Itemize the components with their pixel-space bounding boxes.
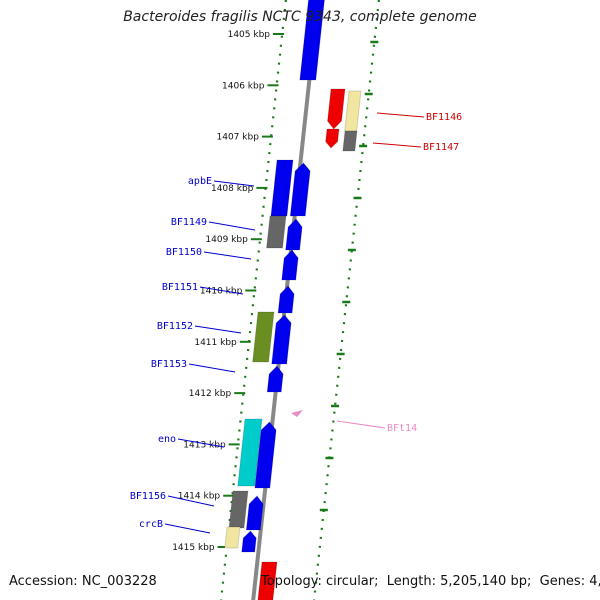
gene-label-eno: eno: [158, 434, 176, 445]
gene-feature: [252, 311, 275, 363]
scale-label: 1411 kbp: [194, 338, 237, 348]
gene-label-leader: [213, 180, 255, 187]
gene-label-leader: [336, 420, 386, 429]
gene-label-bf1150: BF1150: [166, 247, 202, 258]
gene-label-bf1152: BF1152: [157, 321, 193, 332]
gene-label-leader: [188, 363, 236, 373]
gene-feature: [325, 128, 340, 149]
gene-label-leader: [167, 495, 215, 507]
scale-track-inner: [219, 0, 287, 600]
gene-label-bf1146: BF1146: [426, 112, 462, 123]
gene-feature: [241, 530, 257, 553]
gene-feature: [257, 561, 278, 600]
gene-feature: [281, 249, 299, 281]
scale-label: 1406 kbp: [222, 81, 265, 91]
gene-label-leader: [203, 251, 252, 260]
gene-label-leader: [164, 523, 211, 534]
genes-value: 4,276: [589, 574, 600, 589]
gene-label-bf1156: BF1156: [130, 491, 166, 502]
accession-info: Accession: NC_003228: [9, 574, 157, 589]
gene-label-bft14: BFt14: [387, 423, 417, 434]
gene-feature: [289, 162, 311, 217]
scale-label: 1415 kbp: [172, 543, 215, 553]
map-title: Bacteroides fragilis NCTC 9343, complete…: [123, 9, 477, 25]
gene-feature: [254, 421, 277, 489]
gene-label-bf1147: BF1147: [423, 142, 459, 153]
scale-label: 1407 kbp: [217, 133, 260, 143]
gene-feature: [224, 526, 241, 549]
gene-feature: [327, 88, 346, 130]
scale-label: 1405 kbp: [228, 30, 271, 40]
gene-label-leader: [208, 221, 256, 231]
accession-label: Accession:: [9, 574, 78, 589]
scale-label: 1409 kbp: [205, 235, 248, 245]
gene-feature: [228, 490, 249, 529]
gene-label-bf1151: BF1151: [162, 282, 198, 293]
gene-feature: [270, 159, 294, 217]
gene-feature: [299, 0, 325, 81]
topology-label: Topology:: [261, 574, 322, 589]
gene-label-bf1149: BF1149: [171, 217, 207, 228]
gene-label-leader: [194, 325, 242, 334]
gene-label-crcb: crcB: [139, 519, 163, 530]
gene-feature: [266, 365, 284, 393]
scale-label: 1410 kbp: [200, 287, 243, 297]
length-value: 5,205,140 bp: [440, 574, 527, 589]
gene-feature: [277, 285, 295, 314]
gene-feature: [344, 90, 362, 132]
genome-summary: Topology: circular; Length: 5,205,140 bp…: [261, 574, 600, 589]
gene-feature: [271, 314, 292, 365]
gene-feature: [285, 218, 303, 251]
gene-label-leader: [372, 142, 422, 148]
gene-label-leader: [376, 112, 425, 118]
scale-label: 1414 kbp: [178, 492, 221, 502]
gene-feature: [237, 418, 263, 487]
gene-feature: [245, 495, 264, 531]
gene-label-leader: [199, 286, 244, 295]
gene-label-leader: [177, 438, 225, 448]
gene-feature: [265, 215, 287, 249]
genes-label: Genes:: [539, 574, 586, 589]
topology-value: circular: [325, 574, 375, 589]
scale-track-outer: [312, 0, 380, 600]
scale-label: 1408 kbp: [211, 184, 254, 194]
length-label: Length:: [386, 574, 437, 589]
accession-value: NC_003228: [81, 574, 157, 589]
gene-label-bf1153: BF1153: [151, 359, 187, 370]
gene-label-apbe: apbE: [188, 176, 212, 187]
gene-feature: [342, 130, 358, 152]
scale-label: 1413 kbp: [183, 440, 226, 450]
trna-marker: [291, 410, 303, 417]
scale-label: 1412 kbp: [189, 389, 232, 399]
